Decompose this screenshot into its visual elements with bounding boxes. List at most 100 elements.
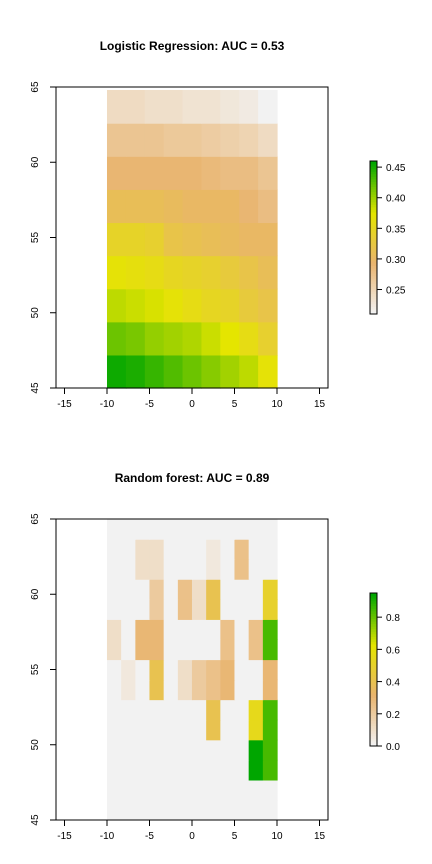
heatmap-cell	[106, 123, 127, 157]
colorbar-segment	[370, 263, 377, 267]
heatmap-cell	[144, 321, 165, 356]
x-tick-label: 5	[232, 831, 238, 842]
heatmap-cell	[262, 659, 278, 681]
chart-title: Logistic Regression: AUC = 0.53	[100, 39, 285, 53]
heatmap-cell	[220, 288, 240, 323]
y-tick-label: 55	[30, 232, 41, 244]
heatmap-cell	[201, 354, 221, 389]
heatmap-cell	[220, 354, 240, 389]
heatmap-cell	[149, 679, 165, 701]
colorbar-segment	[370, 306, 377, 310]
heatmap-cell	[206, 539, 221, 560]
heatmap-cell	[248, 719, 264, 741]
colorbar-frame	[369, 160, 378, 315]
heatmap-cell	[201, 90, 221, 124]
colorbar-segment	[370, 237, 377, 241]
heatmap-cell	[135, 659, 151, 681]
heatmap-cell	[191, 619, 207, 640]
colorbar-segment	[370, 291, 377, 295]
heatmap-cell	[149, 739, 165, 761]
heatmap-cell	[182, 222, 203, 257]
heatmap-cell	[248, 619, 264, 640]
y-tick-label: 65	[30, 81, 41, 93]
heatmap-cell	[239, 222, 259, 257]
colorbar-segment	[370, 250, 377, 254]
heatmap-cell	[262, 539, 278, 560]
heatmap-cell	[191, 579, 207, 600]
colorbar-segment	[370, 733, 377, 737]
heatmap-cell	[234, 619, 250, 640]
colorbar-segment	[370, 257, 377, 261]
colorbar: 0.25 0.30 0.35 0.40 0.45	[369, 160, 406, 315]
heatmap-cell	[248, 539, 264, 560]
heatmap-cell	[121, 719, 136, 741]
heatmap-cell	[177, 559, 193, 580]
heatmap-cell	[149, 559, 165, 580]
heatmap-cell	[163, 519, 179, 540]
heatmap-cell	[191, 739, 207, 761]
heatmap-cell	[262, 759, 278, 781]
heatmap-cell	[106, 255, 127, 290]
colorbar-segment	[370, 623, 377, 627]
heatmap-cell	[121, 779, 136, 801]
colorbar-segment	[370, 654, 377, 658]
heatmap-cell	[135, 619, 151, 640]
colorbar-segment	[370, 161, 377, 165]
colorbar-segment	[370, 615, 377, 619]
heatmap-cell	[220, 539, 236, 560]
y-axis: 45 50 55 60 65	[30, 81, 56, 394]
heatmap-cell	[262, 639, 278, 661]
colorbar-segment	[370, 186, 377, 190]
heatmap-cell	[182, 189, 203, 224]
colorbar-segment	[370, 212, 377, 216]
heatmap-cell	[248, 599, 264, 620]
heatmap-cell	[121, 519, 136, 540]
heatmap-cell	[258, 189, 278, 224]
heatmap-cell	[234, 739, 250, 761]
heatmap-cell	[206, 519, 221, 540]
heatmap-cell	[163, 579, 179, 600]
colorbar-tick-label: 0.35	[386, 224, 406, 235]
heatmap-cell	[106, 719, 122, 741]
heatmap-cells	[106, 90, 278, 389]
heatmap-cell	[163, 90, 184, 124]
colorbar-segment	[370, 296, 377, 300]
heatmap-cell	[163, 759, 179, 781]
heatmap-cell	[177, 519, 193, 540]
heatmap-cell	[220, 255, 240, 290]
heatmap-cell	[239, 156, 259, 190]
heatmap-cell	[163, 679, 179, 701]
heatmap-cell	[262, 579, 278, 600]
heatmap-cell	[201, 288, 221, 323]
colorbar-segment	[370, 710, 377, 714]
heatmap-cell	[262, 779, 278, 801]
heatmap-cell	[182, 90, 203, 124]
colorbar-segment	[370, 598, 377, 602]
colorbar-frame	[369, 592, 378, 747]
heatmap-cell	[206, 659, 221, 681]
colorbar-segment	[370, 702, 377, 706]
x-tick-label: 10	[271, 399, 283, 410]
colorbar-segment	[370, 697, 377, 701]
colorbar-segment	[370, 288, 377, 292]
heatmap-cell	[191, 539, 207, 560]
heatmap-cell	[106, 222, 127, 257]
heatmap-cell	[258, 321, 278, 356]
heatmap-cell	[177, 699, 193, 721]
heatmap-cell	[248, 519, 264, 540]
heatmap-cell	[234, 539, 250, 560]
heatmap-cell	[125, 321, 146, 356]
heatmap-cell	[121, 659, 136, 681]
heatmap-cell	[163, 189, 184, 224]
heatmap-cell	[206, 679, 221, 701]
heatmap-cell	[262, 679, 278, 701]
colorbar: 0.0 0.2 0.4 0.6 0.8	[369, 592, 400, 753]
heatmap-cell	[177, 579, 193, 600]
colorbar-segment	[370, 270, 377, 274]
heatmap-cell	[220, 579, 236, 600]
heatmap-cell	[135, 679, 151, 701]
colorbar-segment	[370, 610, 377, 614]
colorbar-segment	[370, 720, 377, 724]
colorbar-segment	[370, 273, 377, 277]
colorbar-segment	[370, 209, 377, 213]
